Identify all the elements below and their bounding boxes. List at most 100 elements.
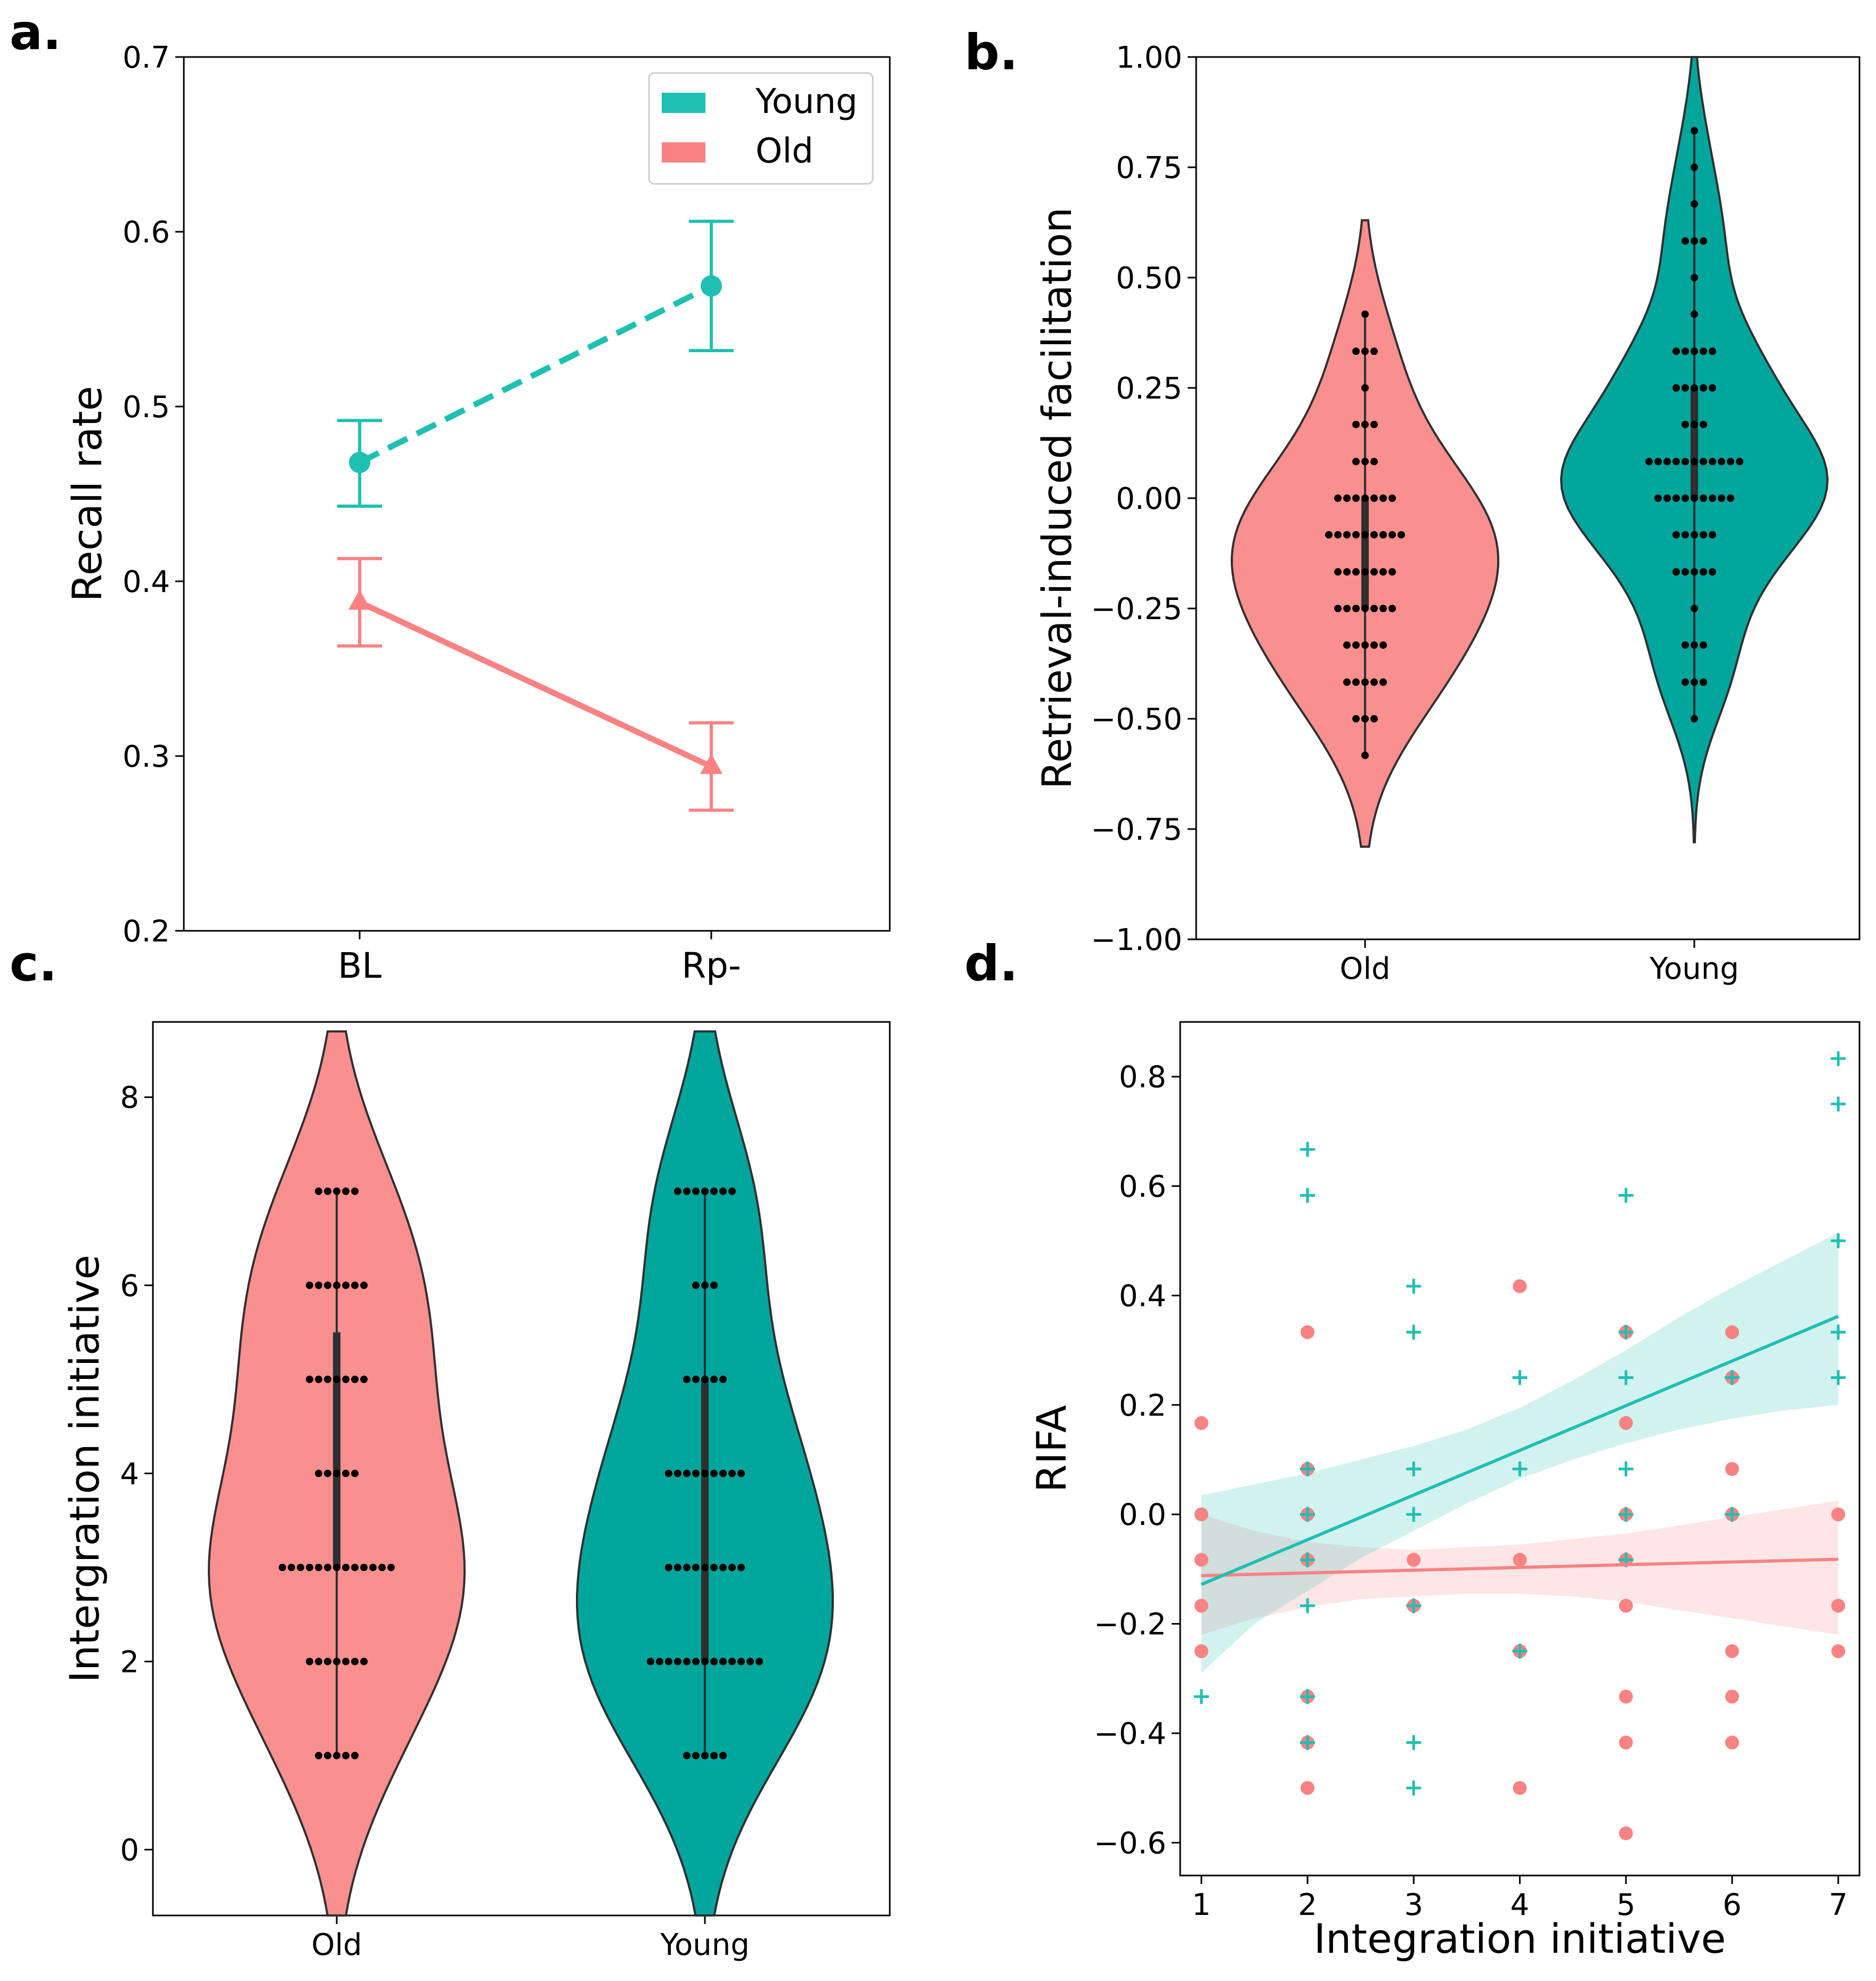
b-young-point bbox=[1700, 237, 1707, 245]
c-young-point bbox=[674, 1563, 681, 1571]
c-young-point bbox=[701, 1751, 709, 1759]
b-young-point bbox=[1691, 641, 1698, 649]
b-young-point bbox=[1682, 531, 1689, 539]
d-young-point bbox=[1512, 1370, 1528, 1385]
c-old-point bbox=[351, 1281, 359, 1289]
a-legend-swatch-old bbox=[662, 142, 705, 163]
b-old-point bbox=[1361, 531, 1369, 539]
c-young-point bbox=[692, 1187, 700, 1195]
c-old-point bbox=[324, 1281, 331, 1289]
c-old-point bbox=[360, 1658, 368, 1666]
d-xtick-label-6: 7 bbox=[1829, 1888, 1848, 1922]
b-old-point bbox=[1379, 605, 1387, 612]
c-old-point bbox=[315, 1375, 322, 1383]
b-young-point bbox=[1682, 237, 1689, 245]
c-old-point bbox=[342, 1187, 350, 1195]
b-old-point bbox=[1343, 568, 1351, 576]
b-old-point bbox=[1343, 531, 1351, 539]
d-young-point bbox=[1512, 1643, 1528, 1659]
d-young-point bbox=[1831, 1325, 1846, 1340]
d-ylabel: RIFA bbox=[1028, 1405, 1075, 1492]
b-young-point bbox=[1709, 494, 1716, 502]
c-old-point bbox=[351, 1469, 359, 1477]
c-old-point bbox=[315, 1658, 322, 1666]
c-young-point bbox=[737, 1469, 745, 1477]
b-young-point bbox=[1700, 420, 1707, 428]
b-young-point bbox=[1682, 494, 1689, 502]
c-young-point bbox=[692, 1658, 700, 1666]
panel-c-violin-chart: 0 2 4 6 8 Old Young Intergration initiative bbox=[61, 1021, 891, 1962]
b-ytick-label-5: 0.25 bbox=[1116, 371, 1182, 406]
d-old-point bbox=[1407, 1553, 1421, 1567]
b-young-point bbox=[1682, 420, 1689, 428]
d-young-point bbox=[1300, 1689, 1315, 1704]
d-young-point bbox=[1512, 1461, 1528, 1476]
c-old-point bbox=[297, 1563, 304, 1571]
panel-letter-b: b. bbox=[964, 24, 1018, 81]
c-old-point bbox=[315, 1187, 322, 1195]
c-young-point bbox=[728, 1469, 736, 1477]
b-old-point bbox=[1361, 678, 1369, 686]
c-old-point bbox=[279, 1563, 286, 1571]
c-young-point bbox=[719, 1469, 727, 1477]
d-old-point bbox=[1619, 1735, 1633, 1750]
a-plot-frame bbox=[183, 56, 891, 932]
d-old-point bbox=[1725, 1644, 1739, 1658]
b-young-point bbox=[1691, 458, 1698, 466]
d-young-point bbox=[1618, 1507, 1634, 1522]
d-young-point bbox=[1406, 1780, 1422, 1796]
d-young-point bbox=[1406, 1325, 1422, 1340]
d-young-point bbox=[1406, 1598, 1422, 1613]
c-young-point bbox=[656, 1658, 663, 1666]
b-ytick-label-0: −1.00 bbox=[1091, 923, 1182, 957]
b-old-point bbox=[1370, 494, 1378, 502]
c-young-point bbox=[692, 1281, 700, 1289]
d-young-point bbox=[1300, 1461, 1315, 1476]
d-old-point bbox=[1194, 1598, 1208, 1613]
b-old-point bbox=[1370, 347, 1378, 355]
a-ytick-label-5: 0.7 bbox=[123, 40, 170, 75]
b-old-point bbox=[1334, 531, 1342, 539]
b-old-point bbox=[1361, 310, 1369, 318]
c-old-point bbox=[315, 1751, 322, 1759]
b-young-point bbox=[1736, 458, 1743, 466]
b-old-point bbox=[1361, 420, 1369, 428]
b-old-point bbox=[1352, 347, 1360, 355]
b-ytick-label-7: 0.75 bbox=[1116, 151, 1182, 185]
c-old-point bbox=[351, 1375, 359, 1383]
b-young-point bbox=[1672, 347, 1680, 355]
panel-d-scatter-chart: −0.6 −0.4 −0.2 0.0 0.2 0.4 0.6 0.8 1 2 3 4 5 6 7 Integr… bbox=[1028, 1021, 1861, 1962]
c-young-point bbox=[710, 1187, 718, 1195]
d-young-point bbox=[1831, 1370, 1846, 1385]
a-ytick-label-1: 0.3 bbox=[123, 740, 170, 774]
d-xtick-label-1: 2 bbox=[1298, 1888, 1317, 1922]
d-young-point bbox=[1831, 1097, 1846, 1112]
c-young-point bbox=[728, 1563, 736, 1571]
c-young-point bbox=[701, 1375, 709, 1383]
b-young-point bbox=[1672, 384, 1680, 392]
c-young-point bbox=[683, 1658, 691, 1666]
c-old-point bbox=[342, 1658, 350, 1666]
c-old-point bbox=[306, 1281, 313, 1289]
c-young-point bbox=[701, 1187, 709, 1195]
b-young-point bbox=[1691, 531, 1698, 539]
d-young-point bbox=[1193, 1689, 1209, 1704]
c-young-point bbox=[683, 1563, 691, 1571]
c-old-point bbox=[333, 1751, 340, 1759]
a-legend-label-young: Young bbox=[755, 82, 858, 121]
a-young-line bbox=[358, 283, 713, 465]
b-old-point bbox=[1370, 641, 1378, 649]
b-young-point bbox=[1709, 347, 1716, 355]
b-old-point bbox=[1370, 605, 1378, 612]
c-old-point bbox=[324, 1563, 331, 1571]
b-old-point bbox=[1370, 458, 1378, 466]
b-young-point bbox=[1682, 568, 1689, 576]
d-xtick-label-3: 4 bbox=[1510, 1888, 1530, 1922]
panel-letter-c: c. bbox=[10, 935, 57, 992]
b-old-point bbox=[1343, 605, 1351, 612]
b-young-point bbox=[1682, 347, 1689, 355]
b-old-point bbox=[1361, 384, 1369, 392]
d-young-point bbox=[1300, 1552, 1315, 1568]
b-old-point bbox=[1352, 678, 1360, 686]
